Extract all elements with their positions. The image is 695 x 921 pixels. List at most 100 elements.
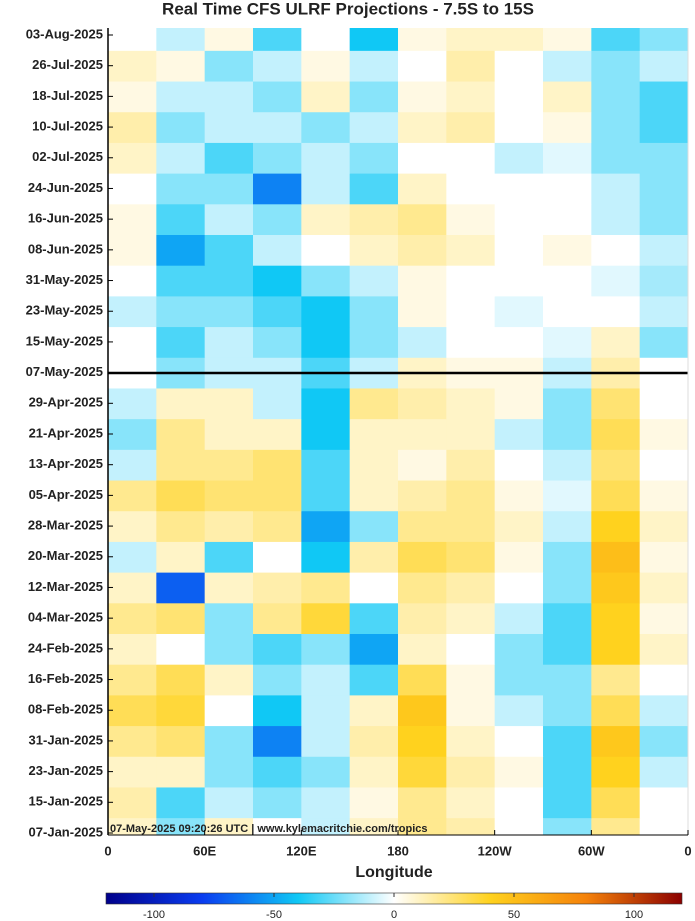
heatmap-cell xyxy=(543,602,592,634)
heatmap-cell xyxy=(639,418,688,450)
heatmap-cell xyxy=(301,510,351,542)
heatmap-cell xyxy=(494,725,544,757)
heatmap-cell xyxy=(156,510,206,542)
heatmap-cell xyxy=(301,817,351,835)
heatmap-cell xyxy=(591,387,641,420)
heatmap-cell xyxy=(108,111,157,143)
heatmap-cell xyxy=(446,295,496,328)
heatmap-cell xyxy=(446,602,496,634)
heatmap-cell xyxy=(591,786,641,819)
heatmap-cell xyxy=(591,81,641,113)
heatmap-cell xyxy=(349,602,399,634)
heatmap-cell xyxy=(156,265,206,297)
heatmap-cell xyxy=(543,326,592,358)
heatmap-cell xyxy=(301,173,351,205)
y-tick-label: 21-Apr-2025 xyxy=(29,425,103,440)
heatmap-cell xyxy=(301,81,351,113)
x-tick-label: 120W xyxy=(478,843,513,858)
heatmap-cell xyxy=(398,111,447,143)
heatmap-cell xyxy=(108,449,157,481)
heatmap-cell xyxy=(253,387,302,420)
x-tick-label: 60E xyxy=(193,843,216,858)
heatmap-cell xyxy=(253,28,302,51)
heatmap-cell xyxy=(349,142,399,174)
heatmap-cell xyxy=(494,111,544,143)
heatmap-cell xyxy=(494,510,544,542)
y-tick-label: 29-Apr-2025 xyxy=(29,395,103,410)
y-tick-label: 08-Jun-2025 xyxy=(28,241,103,256)
heatmap-cell xyxy=(639,756,688,788)
heatmap-cell xyxy=(494,572,544,604)
heatmap-cell xyxy=(253,633,302,665)
heatmap-cell xyxy=(494,387,544,420)
heatmap-cell xyxy=(301,664,351,696)
heatmap-cell xyxy=(639,602,688,634)
heatmap-cell xyxy=(543,418,592,450)
heatmap-cell xyxy=(301,725,351,757)
heatmap-cell xyxy=(639,541,688,573)
heatmap-cell xyxy=(591,510,641,542)
heatmap-cell xyxy=(398,786,447,819)
heatmap-cell xyxy=(349,449,399,481)
x-tick-label: 0 xyxy=(104,843,111,858)
heatmap-cell xyxy=(543,725,592,757)
y-tick-label: 03-Aug-2025 xyxy=(26,26,103,41)
heatmap-cell xyxy=(591,572,641,604)
heatmap-cell xyxy=(543,265,592,297)
heatmap-cell xyxy=(494,756,544,788)
y-tick-label: 23-Jan-2025 xyxy=(29,763,103,778)
heatmap-cell xyxy=(349,173,399,205)
heatmap-cell xyxy=(398,203,447,235)
heatmap-cell xyxy=(446,265,496,297)
heatmap-cell xyxy=(108,295,157,328)
heatmap-cell xyxy=(543,449,592,481)
heatmap-cell xyxy=(591,817,641,835)
x-axis-label: Longitude xyxy=(355,864,432,881)
heatmap-cell xyxy=(639,265,688,297)
heatmap-cell xyxy=(204,418,254,450)
heatmap-cell xyxy=(591,602,641,634)
heatmap-cell xyxy=(253,326,302,358)
y-tick-label: 20-Mar-2025 xyxy=(28,548,103,563)
y-tick-label: 12-Mar-2025 xyxy=(28,579,103,594)
heatmap-cell xyxy=(204,295,254,328)
heatmap-cell xyxy=(253,510,302,542)
heatmap-cell xyxy=(108,572,157,604)
heatmap-cell xyxy=(349,203,399,235)
heatmap-cell xyxy=(204,633,254,665)
heatmap-cell xyxy=(543,28,592,51)
heatmap-cell xyxy=(446,480,496,512)
heatmap-cell xyxy=(639,786,688,819)
heatmap-cell xyxy=(639,694,688,727)
heatmap-cell xyxy=(349,387,399,420)
heatmap-cell xyxy=(108,602,157,634)
annotation: 07-May-2025 09:20:26 UTC | www.kylemacri… xyxy=(110,823,428,835)
heatmap-cell xyxy=(204,786,254,819)
heatmap-cell xyxy=(494,265,544,297)
heatmap-cell xyxy=(108,142,157,174)
heatmap-cell xyxy=(156,694,206,727)
heatmap-cell xyxy=(639,387,688,420)
heatmap-cell xyxy=(253,664,302,696)
heatmap-cell xyxy=(591,480,641,512)
heatmap-cell xyxy=(301,694,351,727)
heatmap-cell xyxy=(349,510,399,542)
heatmap-cell xyxy=(639,480,688,512)
heatmap-cell xyxy=(591,50,641,82)
heatmap-cell xyxy=(301,480,351,512)
heatmap-cell xyxy=(204,572,254,604)
heatmap-cell xyxy=(349,234,399,266)
heatmap-cell xyxy=(204,234,254,266)
heatmap-cell xyxy=(543,572,592,604)
heatmap-cell xyxy=(639,510,688,542)
heatmap-cell xyxy=(108,725,157,757)
heatmap-cell xyxy=(253,418,302,450)
heatmap-cell xyxy=(446,449,496,481)
heatmap-cell xyxy=(349,817,399,835)
heatmap-cell xyxy=(398,234,447,266)
heatmap-cell xyxy=(108,633,157,665)
heatmap-cell xyxy=(494,664,544,696)
heatmap-cell xyxy=(494,817,544,835)
heatmap-cell xyxy=(156,480,206,512)
